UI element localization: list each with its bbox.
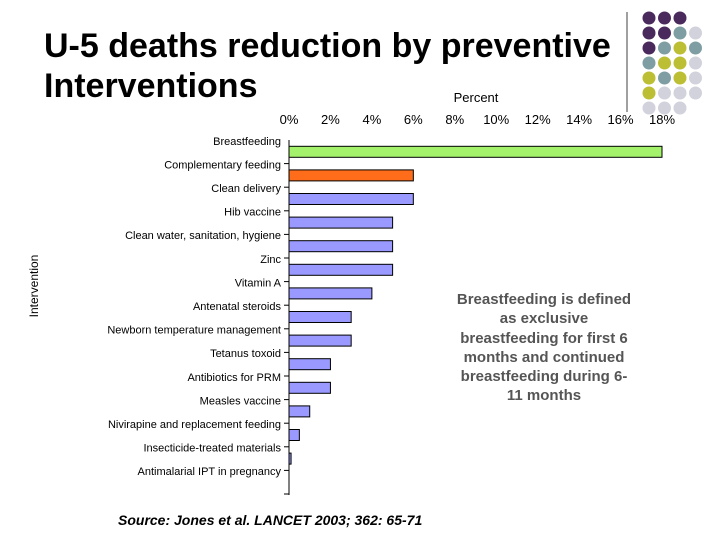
decorative-dot <box>642 86 656 100</box>
breastfeeding-definition-note: Breastfeeding is defined as exclusive br… <box>456 291 632 405</box>
category-label: Vitamin A <box>235 277 282 289</box>
category-label: Breastfeeding <box>213 136 281 148</box>
category-label: Tetanus toxoid <box>210 348 281 360</box>
x-tick-label: 18% <box>649 112 675 127</box>
decorative-dot <box>673 56 687 70</box>
x-tick-label: 0% <box>280 112 299 127</box>
title-line-2: Interventions <box>44 67 258 105</box>
x-tick-label: 10% <box>483 112 509 127</box>
decorative-dot <box>689 86 702 100</box>
category-label: Clean delivery <box>211 183 281 195</box>
decorative-dot <box>642 11 656 25</box>
decorative-dot-grid <box>642 11 702 115</box>
title-line-1: U-5 deaths reduction by preventive <box>44 27 611 65</box>
bar <box>288 405 311 418</box>
bar <box>288 216 394 229</box>
bar <box>288 287 373 300</box>
decorative-dot <box>658 11 671 25</box>
bar <box>288 263 394 276</box>
x-tick-label: 8% <box>445 112 464 127</box>
decorative-dot <box>642 101 656 115</box>
category-label: Antibiotics for PRM <box>187 372 281 384</box>
bar <box>288 429 300 441</box>
decorative-dot <box>689 26 702 40</box>
category-label: Zinc <box>260 254 281 266</box>
decorative-dot <box>658 41 671 55</box>
decorative-dot <box>642 26 656 40</box>
x-tick-label: 4% <box>362 112 381 127</box>
decorative-dot <box>673 41 687 55</box>
decorative-dot <box>658 56 671 70</box>
bar <box>288 381 331 394</box>
decorative-dot <box>689 71 702 85</box>
category-label: Complementary feeding <box>164 159 281 171</box>
bar <box>288 240 394 253</box>
category-label: Clean water, sanitation, hygiene <box>125 230 281 242</box>
decorative-dot <box>673 71 687 85</box>
category-label: Insecticide-treated materials <box>143 443 281 455</box>
category-label: Antimalarial IPT in pregnancy <box>138 466 282 478</box>
decorative-dot <box>642 56 656 70</box>
x-tick-label: 2% <box>321 112 340 127</box>
decorative-dot <box>658 86 671 100</box>
x-axis-label: Percent <box>454 90 499 105</box>
decorative-divider <box>626 12 628 112</box>
decorative-dot <box>673 101 687 115</box>
x-tick-label: 6% <box>404 112 423 127</box>
slide-title: U-5 deaths reduction by preventive Inter… <box>44 26 611 106</box>
bar <box>288 358 331 371</box>
category-label: Newborn temperature management <box>107 325 281 337</box>
decorative-dot <box>689 41 702 55</box>
decorative-dot <box>689 56 702 70</box>
decorative-dot <box>658 26 671 40</box>
bar <box>288 169 414 182</box>
decorative-dot <box>673 86 687 100</box>
decorative-dot <box>642 41 656 55</box>
category-label: Measles vaccine <box>200 395 281 407</box>
bar <box>288 145 663 158</box>
decorative-dot <box>658 71 671 85</box>
category-label: Nivirapine and replacement feeding <box>108 419 281 431</box>
decorative-dot <box>673 11 687 25</box>
x-tick-label: 12% <box>525 112 551 127</box>
category-label: Antenatal steroids <box>193 301 282 313</box>
bar <box>288 193 414 205</box>
source-citation: Source: Jones et al. LANCET 2003; 362: 6… <box>118 512 423 528</box>
decorative-dot <box>658 101 671 115</box>
decorative-dot <box>673 26 687 40</box>
x-tick-label: 14% <box>566 112 592 127</box>
y-axis-label: Intervention <box>27 255 41 318</box>
x-tick-label: 16% <box>608 112 634 127</box>
category-label: Hib vaccine <box>224 207 281 219</box>
bar <box>288 334 352 347</box>
decorative-dot <box>642 71 656 85</box>
bar <box>288 311 352 323</box>
